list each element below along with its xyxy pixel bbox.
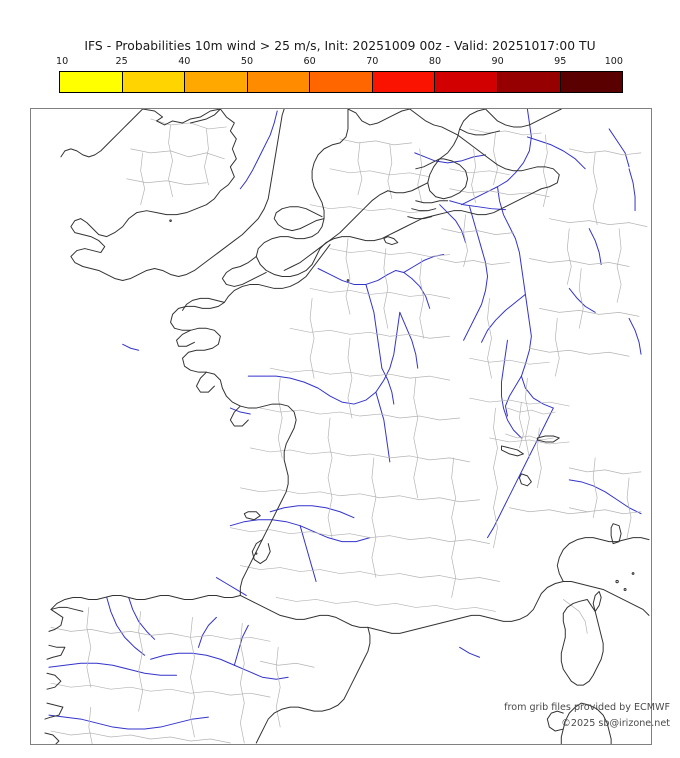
colorbar-segment-70-80 (372, 72, 436, 92)
colorbar-strip (59, 71, 623, 93)
colorbar-tick-70: 70 (366, 56, 379, 67)
colorbar-segment-25-40 (122, 72, 186, 92)
colorbar-tick-40: 40 (178, 56, 191, 67)
colorbar-tick-60: 60 (303, 56, 316, 67)
colorbar-segment-80-90 (435, 72, 498, 92)
colorbar-segment-40-50 (185, 72, 248, 92)
coastlines-layer (44, 109, 650, 744)
colorbar-segment-50-60 (247, 72, 311, 92)
colorbar-tick-80: 80 (428, 56, 442, 67)
colorbar-tick-95: 95 (554, 56, 567, 67)
page-title: IFS - Probabilities 10m wind > 25 m/s, I… (84, 39, 596, 53)
colorbar-segment-10-25 (60, 72, 123, 92)
colorbar-tick-labels: 10 25 40 50 60 70 80 90 95 100 (56, 56, 623, 71)
rivers-layer (48, 109, 642, 730)
colorbar-tick-10: 10 (56, 56, 69, 67)
colorbar-tick-50: 50 (240, 56, 254, 67)
colorbar-segment-60-70 (310, 72, 373, 92)
admin-boundaries-layer (50, 118, 648, 744)
colorbar-tick-90: 90 (491, 56, 504, 67)
colorbar: 10 25 40 50 60 70 80 90 95 100 (56, 56, 623, 93)
colorbar-segment-90-95 (497, 72, 561, 92)
colorbar-tick-25: 25 (115, 56, 128, 67)
colorbar-tick-100: 100 (604, 56, 623, 67)
map-frame (30, 108, 652, 745)
map-canvas (44, 109, 650, 744)
colorbar-segment-95-100 (560, 72, 623, 92)
